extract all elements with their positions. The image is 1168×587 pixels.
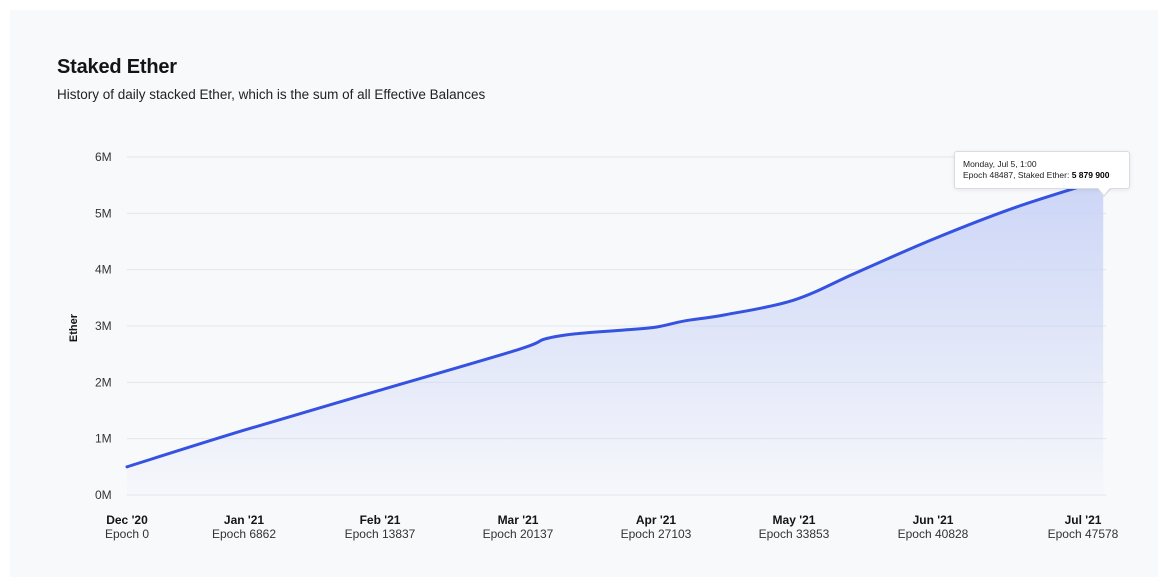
series-line [125, 178, 1105, 469]
y-tick-label-0: 0M [95, 488, 112, 502]
y-tick-label-1: 1M [95, 432, 112, 446]
x-tick-epoch-7: Epoch 47578 [1048, 527, 1119, 541]
x-tick-epoch-1: Epoch 6862 [212, 527, 276, 541]
y-axis-label: Ether [68, 313, 80, 342]
x-tick-month-4: Apr '21 [636, 513, 677, 527]
series-line-staked-ether [125, 178, 1105, 469]
tooltip-date: Monday, Jul 5, 1:00 [963, 159, 1037, 169]
x-tick-month-5: May '21 [773, 513, 816, 527]
y-tick-label-4: 4M [95, 263, 112, 277]
y-tick-label-2: 2M [95, 375, 112, 389]
x-tick-month-1: Jan '21 [224, 513, 265, 527]
tooltip: Monday, Jul 5, 1:00 Epoch 48487, Staked … [954, 151, 1130, 189]
series-area-fill [127, 179, 1104, 496]
x-tick-month-2: Feb '21 [360, 513, 401, 527]
x-tick-month-7: Jul '21 [1065, 513, 1102, 527]
y-axis-ticks: 0M 1M 2M 3M 4M 5M 6M [95, 150, 112, 502]
x-tick-epoch-6: Epoch 40828 [898, 527, 969, 541]
x-tick-month-3: Mar '21 [498, 513, 539, 527]
tooltip-detail-prefix: Epoch 48487, Staked Ether: [963, 170, 1072, 180]
x-tick-epoch-5: Epoch 33853 [759, 527, 830, 541]
chart-subtitle: History of daily stacked Ether, which is… [57, 87, 486, 102]
chart-title: Staked Ether [57, 56, 177, 78]
x-tick-epoch-3: Epoch 20137 [483, 527, 554, 541]
tooltip-detail: Epoch 48487, Staked Ether: 5 879 900 [963, 170, 1121, 181]
y-tick-label-5: 5M [95, 206, 112, 220]
x-tick-month-6: Jun '21 [913, 513, 954, 527]
y-tick-label-3: 3M [95, 319, 112, 333]
series-area [127, 179, 1104, 496]
tooltip-arrow [1098, 188, 1110, 195]
x-tick-epoch-2: Epoch 13837 [345, 527, 416, 541]
x-tick-epoch-0: Epoch 0 [105, 527, 149, 541]
tooltip-value: 5 879 900 [1071, 170, 1110, 180]
y-tick-label-6: 6M [95, 150, 112, 164]
x-tick-month-0: Dec '20 [106, 513, 148, 527]
x-tick-epoch-4: Epoch 27103 [621, 527, 692, 541]
